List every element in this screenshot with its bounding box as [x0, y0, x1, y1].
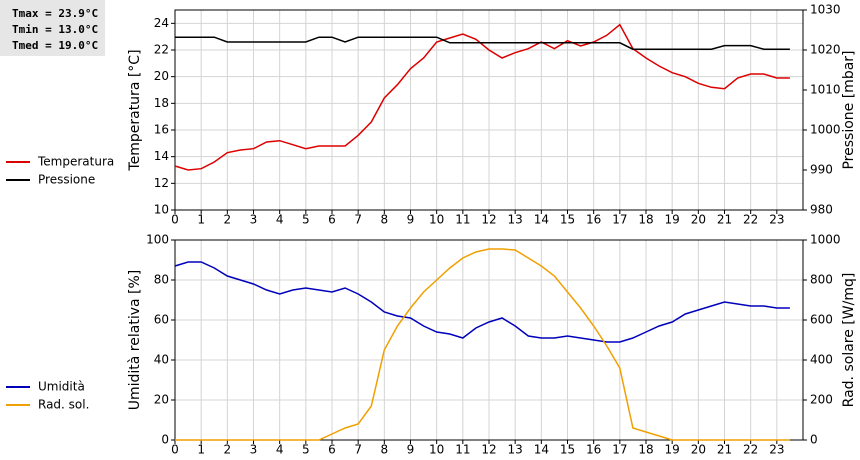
x-tick-label: 21: [717, 213, 732, 227]
y-tick-label: 20: [154, 69, 169, 83]
legend-label: Pressione: [38, 173, 95, 187]
x-tick-label: 14: [534, 443, 549, 457]
x-tick-label: 20: [691, 443, 706, 457]
y-tick-label: 40: [154, 353, 169, 367]
y2-tick-label: 1030: [810, 3, 841, 17]
x-tick-label: 13: [508, 213, 523, 227]
y2-tick-label: 1000: [810, 123, 841, 137]
y-tick-label: 0: [161, 433, 169, 447]
plot-frame: [174, 239, 804, 441]
data-line: [175, 36, 790, 50]
x-tick-label: 6: [328, 443, 336, 457]
legend-label: Rad. sol.: [38, 398, 89, 412]
x-tick-label: 4: [276, 213, 284, 227]
stat-tmin: Tmin = 13.0°C: [12, 23, 98, 36]
x-tick-label: 17: [612, 213, 627, 227]
legend-label: Umidità: [38, 380, 85, 394]
x-tick-label: 13: [508, 443, 523, 457]
plot-frame: [174, 9, 804, 211]
y-tick-label: 60: [154, 313, 169, 327]
x-tick-label: 23: [769, 443, 784, 457]
x-tick-label: 18: [638, 213, 653, 227]
x-tick-label: 3: [250, 443, 258, 457]
y2-axis-label: Pressione [mbar]: [841, 50, 857, 169]
x-tick-label: 1: [197, 213, 205, 227]
data-line: [175, 248, 790, 441]
x-tick-label: 18: [638, 443, 653, 457]
x-tick-label: 5: [302, 443, 310, 457]
x-tick-label: 22: [743, 443, 758, 457]
x-tick-label: 23: [769, 213, 784, 227]
x-tick-label: 14: [534, 213, 549, 227]
y-tick-label: 20: [154, 393, 169, 407]
legend-label: Temperatura: [37, 155, 114, 169]
x-tick-label: 2: [224, 213, 232, 227]
x-tick-label: 19: [665, 443, 680, 457]
x-tick-label: 9: [407, 443, 415, 457]
y-axis-label: Umidità relativa [%]: [127, 270, 143, 411]
x-tick-label: 12: [481, 213, 496, 227]
y2-tick-label: 990: [810, 163, 833, 177]
x-tick-label: 15: [560, 213, 575, 227]
x-tick-label: 5: [302, 213, 310, 227]
y-tick-label: 22: [154, 43, 169, 57]
stats-box: [0, 0, 105, 56]
x-tick-label: 1: [197, 443, 205, 457]
y-axis-label: Temperatura [°C]: [127, 49, 143, 171]
data-line: [174, 23, 790, 171]
x-tick-label: 11: [455, 213, 470, 227]
y2-axis-label: Rad. solare [W/mq]: [841, 273, 857, 408]
x-tick-label: 16: [586, 443, 601, 457]
x-tick-label: 4: [276, 443, 284, 457]
x-tick-label: 10: [429, 443, 444, 457]
x-tick-label: 19: [665, 213, 680, 227]
x-tick-label: 16: [586, 213, 601, 227]
x-tick-label: 7: [354, 213, 362, 227]
y2-tick-label: 1020: [810, 43, 841, 57]
y-tick-label: 100: [146, 233, 169, 247]
y2-tick-label: 1000: [810, 233, 841, 247]
y-tick-label: 10: [154, 203, 169, 217]
y-tick-label: 24: [154, 16, 169, 30]
x-tick-label: 11: [455, 443, 470, 457]
y2-tick-label: 600: [810, 313, 833, 327]
x-tick-label: 7: [354, 443, 362, 457]
y-tick-label: 14: [154, 149, 169, 163]
x-tick-label: 21: [717, 443, 732, 457]
y-tick-label: 80: [154, 273, 169, 287]
y-tick-label: 18: [154, 96, 169, 110]
y2-tick-label: 800: [810, 273, 833, 287]
x-tick-label: 10: [429, 213, 444, 227]
stat-tmed: Tmed = 19.0°C: [12, 39, 98, 52]
x-tick-label: 3: [250, 213, 258, 227]
y-tick-label: 12: [154, 176, 169, 190]
x-tick-label: 0: [171, 443, 179, 457]
x-tick-label: 9: [407, 213, 415, 227]
x-tick-label: 0: [171, 213, 179, 227]
y2-tick-label: 400: [810, 353, 833, 367]
y2-tick-label: 1010: [810, 83, 841, 97]
x-tick-label: 8: [381, 213, 389, 227]
y2-tick-label: 200: [810, 393, 833, 407]
x-tick-label: 15: [560, 443, 575, 457]
x-tick-label: 6: [328, 213, 336, 227]
x-tick-label: 2: [224, 443, 232, 457]
x-tick-label: 22: [743, 213, 758, 227]
y2-tick-label: 0: [810, 433, 818, 447]
x-tick-label: 17: [612, 443, 627, 457]
x-tick-label: 12: [481, 443, 496, 457]
x-tick-label: 20: [691, 213, 706, 227]
data-line: [174, 261, 790, 343]
x-tick-label: 8: [381, 443, 389, 457]
y-tick-label: 16: [154, 123, 169, 137]
y2-tick-label: 980: [810, 203, 833, 217]
stat-tmax: Tmax = 23.9°C: [12, 7, 98, 20]
